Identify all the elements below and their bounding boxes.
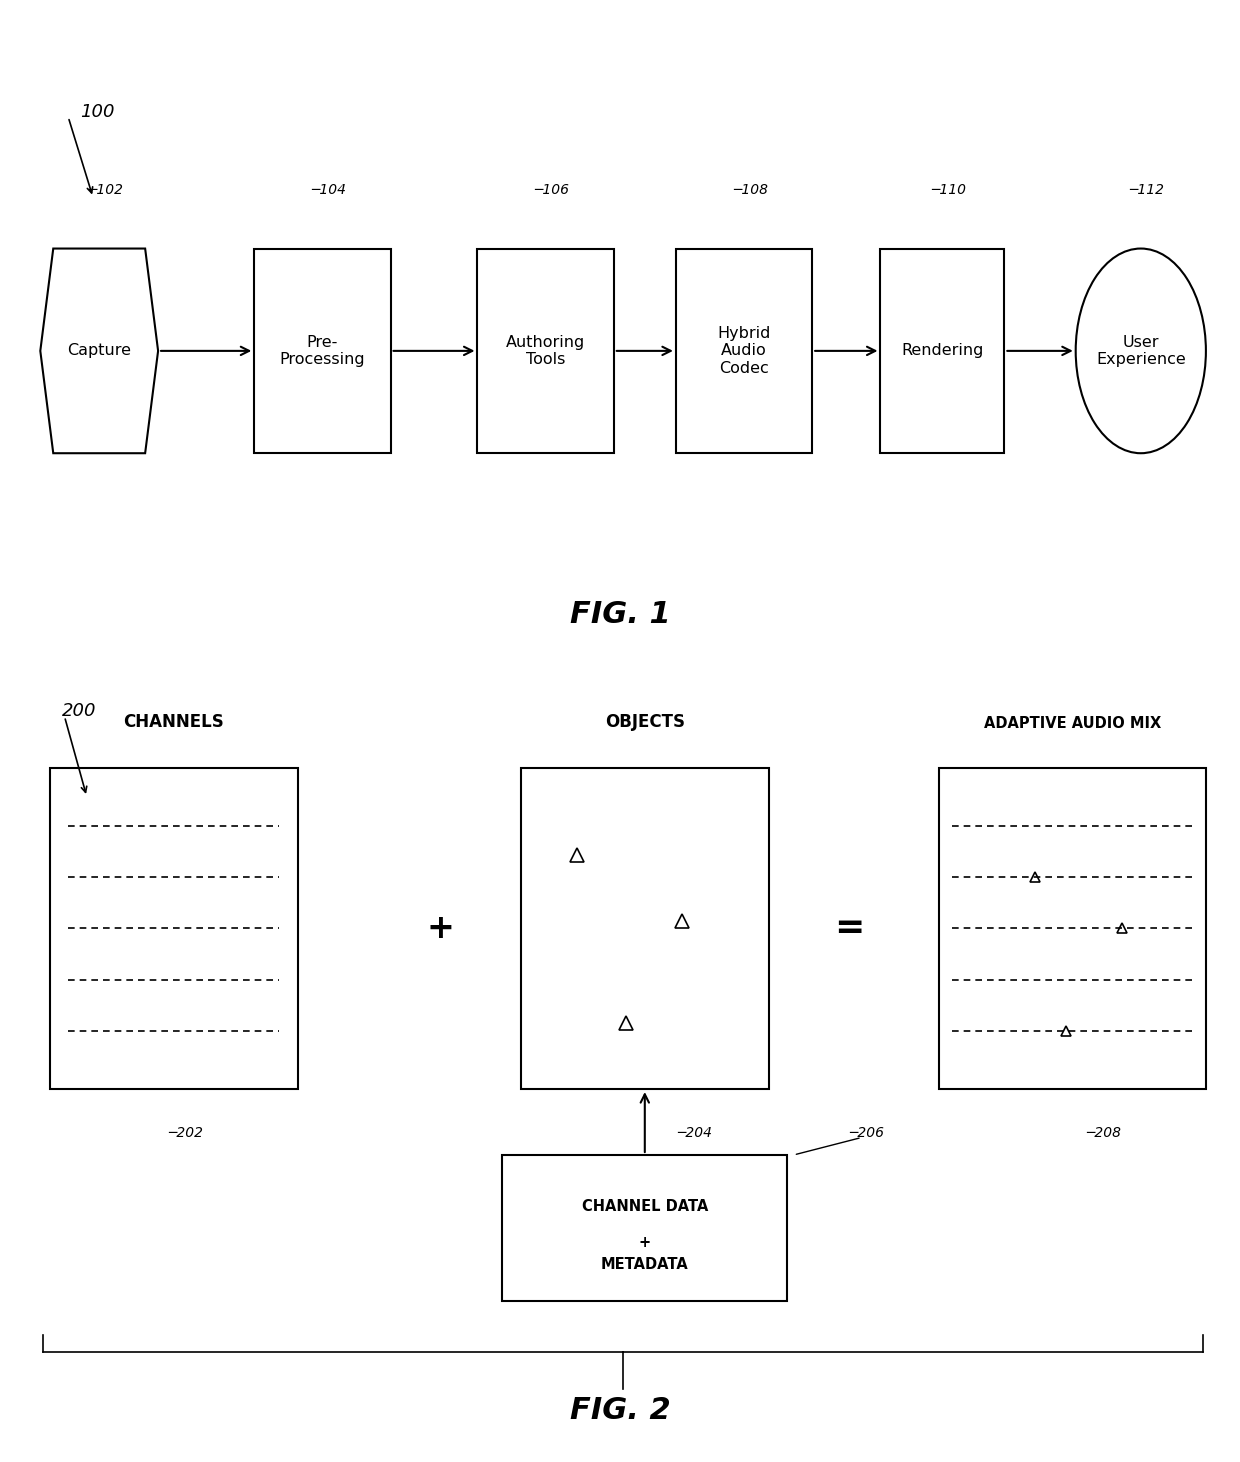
Text: Hybrid
Audio
Codec: Hybrid Audio Codec: [717, 326, 771, 376]
Text: ─110: ─110: [931, 183, 966, 197]
FancyBboxPatch shape: [521, 768, 769, 1089]
Polygon shape: [40, 249, 159, 453]
Text: CHANNEL DATA: CHANNEL DATA: [582, 1199, 708, 1213]
Text: +: +: [427, 912, 454, 944]
Text: FIG. 2: FIG. 2: [569, 1396, 671, 1425]
FancyBboxPatch shape: [477, 249, 614, 453]
Text: METADATA: METADATA: [601, 1257, 688, 1272]
Text: ─102: ─102: [88, 183, 123, 197]
Text: ─202: ─202: [169, 1126, 203, 1140]
Text: ─108: ─108: [733, 183, 768, 197]
Text: OBJECTS: OBJECTS: [605, 713, 684, 731]
Text: ─206: ─206: [849, 1126, 884, 1140]
Text: User
Experience: User Experience: [1096, 335, 1185, 367]
Text: FIG. 1: FIG. 1: [569, 599, 671, 629]
Text: ─208: ─208: [1086, 1126, 1121, 1140]
Text: Authoring
Tools: Authoring Tools: [506, 335, 585, 367]
Text: ─106: ─106: [534, 183, 569, 197]
FancyBboxPatch shape: [50, 768, 298, 1089]
Text: =: =: [835, 911, 864, 946]
Text: Rendering: Rendering: [901, 344, 983, 358]
Text: ADAPTIVE AUDIO MIX: ADAPTIVE AUDIO MIX: [985, 716, 1161, 731]
Ellipse shape: [1075, 249, 1205, 453]
FancyBboxPatch shape: [880, 249, 1004, 453]
Text: Pre-
Processing: Pre- Processing: [279, 335, 366, 367]
Text: 200: 200: [62, 702, 97, 721]
FancyBboxPatch shape: [676, 249, 812, 453]
Text: +: +: [639, 1235, 651, 1250]
FancyBboxPatch shape: [502, 1155, 787, 1301]
FancyBboxPatch shape: [254, 249, 391, 453]
Text: ─204: ─204: [677, 1126, 712, 1140]
Text: ─112: ─112: [1130, 183, 1164, 197]
Text: ─104: ─104: [311, 183, 346, 197]
FancyBboxPatch shape: [940, 768, 1205, 1089]
Text: Capture: Capture: [67, 344, 131, 358]
Text: CHANNELS: CHANNELS: [123, 713, 224, 731]
Text: 100: 100: [81, 102, 115, 121]
